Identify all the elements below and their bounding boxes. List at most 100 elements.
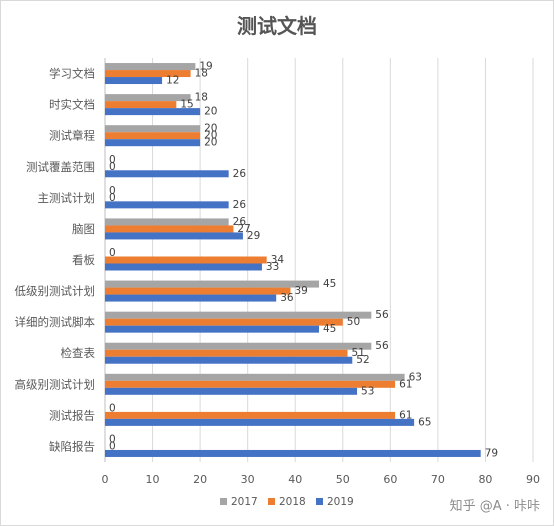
bar-2019 <box>105 387 358 395</box>
x-tick-label: 70 <box>431 473 445 486</box>
bar-2018 <box>105 380 396 388</box>
data-label: 61 <box>399 378 412 390</box>
data-label: 18 <box>195 92 208 104</box>
data-label: 33 <box>266 261 279 273</box>
data-label: 26 <box>233 199 247 211</box>
data-label: 50 <box>347 316 360 328</box>
bar-2017 <box>105 63 196 71</box>
data-label: 0 <box>109 433 116 445</box>
x-tick-label: 20 <box>193 473 207 486</box>
data-label: 56 <box>375 309 389 321</box>
legend: 2017 2018 2019 <box>220 496 354 508</box>
data-labels: 1918121815202020200026002626272903433453… <box>109 61 498 460</box>
data-label: 45 <box>323 323 336 335</box>
data-label: 53 <box>361 385 374 397</box>
legend-swatch-2019 <box>316 498 323 505</box>
data-label: 29 <box>247 230 260 242</box>
category-labels: 学习文档时实文档测试章程测试覆盖范围主测试计划脑图看板低级别测试计划详细的测试脚… <box>15 67 96 454</box>
data-label: 20 <box>204 123 217 135</box>
bar-2017 <box>105 125 201 133</box>
data-label: 0 <box>109 247 116 259</box>
data-label: 45 <box>323 278 336 290</box>
legend-swatch-2017 <box>220 498 227 505</box>
chart-title: 测试文档 <box>237 14 317 38</box>
bar-2017 <box>105 342 372 350</box>
data-label: 20 <box>204 130 217 142</box>
data-label: 61 <box>399 409 412 421</box>
bar-2017 <box>105 280 319 288</box>
bar-2019 <box>105 325 319 333</box>
legend-swatch-2018 <box>268 498 275 505</box>
category-label: 检查表 <box>61 346 96 360</box>
data-label: 0 <box>109 185 116 197</box>
data-label: 12 <box>166 75 179 87</box>
category-label: 缺陷报告 <box>49 439 95 453</box>
x-tick-label: 0 <box>102 473 109 486</box>
data-label: 39 <box>294 285 307 297</box>
watermark: 知乎 @A · 咔咔 <box>450 498 540 514</box>
legend-label: 2017 <box>231 496 258 508</box>
bar-2018 <box>105 132 201 140</box>
category-label: 测试报告 <box>49 408 95 422</box>
data-label: 18 <box>195 68 208 80</box>
bar-2019 <box>105 449 481 457</box>
bar-2018 <box>105 256 267 264</box>
data-label: 20 <box>204 106 217 118</box>
data-label: 26 <box>233 216 247 228</box>
category-label: 学习文档 <box>49 67 95 81</box>
data-label: 34 <box>271 254 285 266</box>
bar-2018 <box>105 349 348 357</box>
data-label: 27 <box>237 223 250 235</box>
data-label: 36 <box>280 292 294 304</box>
bars <box>105 63 481 457</box>
data-label: 19 <box>199 61 212 73</box>
bar-2017 <box>105 94 191 102</box>
bar-2018 <box>105 411 396 419</box>
data-label: 0 <box>109 154 116 166</box>
data-label: 0 <box>109 192 116 204</box>
category-label: 低级别测试计划 <box>15 284 96 298</box>
data-label: 65 <box>418 416 431 428</box>
data-label: 51 <box>352 347 365 359</box>
bar-2019 <box>105 170 229 178</box>
x-tick-label: 10 <box>146 473 160 486</box>
legend-label: 2019 <box>327 496 354 508</box>
x-tick-label: 50 <box>336 473 350 486</box>
x-tick-label: 40 <box>288 473 302 486</box>
bar-2019 <box>105 356 353 364</box>
category-label: 脑图 <box>72 222 95 236</box>
x-axis-ticks: 0 10 20 30 40 50 60 70 80 90 <box>102 473 541 486</box>
data-label: 56 <box>375 340 389 352</box>
bar-2019 <box>105 232 243 240</box>
category-label: 看板 <box>72 253 95 267</box>
data-label: 26 <box>233 168 247 180</box>
data-label: 0 <box>109 440 116 452</box>
bar-2019 <box>105 139 201 147</box>
bar-2017 <box>105 373 405 381</box>
data-label: 63 <box>409 371 422 383</box>
bar-2019 <box>105 294 277 302</box>
bar-2019 <box>105 77 163 85</box>
x-tick-label: 80 <box>478 473 492 486</box>
bar-2017 <box>105 311 372 319</box>
data-label: 15 <box>180 99 193 111</box>
bar-2019 <box>105 418 415 426</box>
category-label: 详细的测试脚本 <box>15 315 96 329</box>
bar-2018 <box>105 287 291 295</box>
bar-2018 <box>105 225 234 233</box>
bar-2019 <box>105 201 229 209</box>
data-label: 0 <box>109 402 116 414</box>
category-label: 测试覆盖范围 <box>26 160 95 174</box>
category-label: 高级别测试计划 <box>15 377 96 391</box>
bar-2019 <box>105 263 262 271</box>
data-label: 79 <box>485 447 498 459</box>
data-label: 20 <box>204 137 217 149</box>
bar-2017 <box>105 218 229 226</box>
x-tick-label: 60 <box>383 473 397 486</box>
x-tick-label: 90 <box>526 473 540 486</box>
category-label: 时实文档 <box>49 98 95 112</box>
bar-2018 <box>105 101 177 109</box>
legend-label: 2018 <box>279 496 306 508</box>
bar-2018 <box>105 318 343 326</box>
